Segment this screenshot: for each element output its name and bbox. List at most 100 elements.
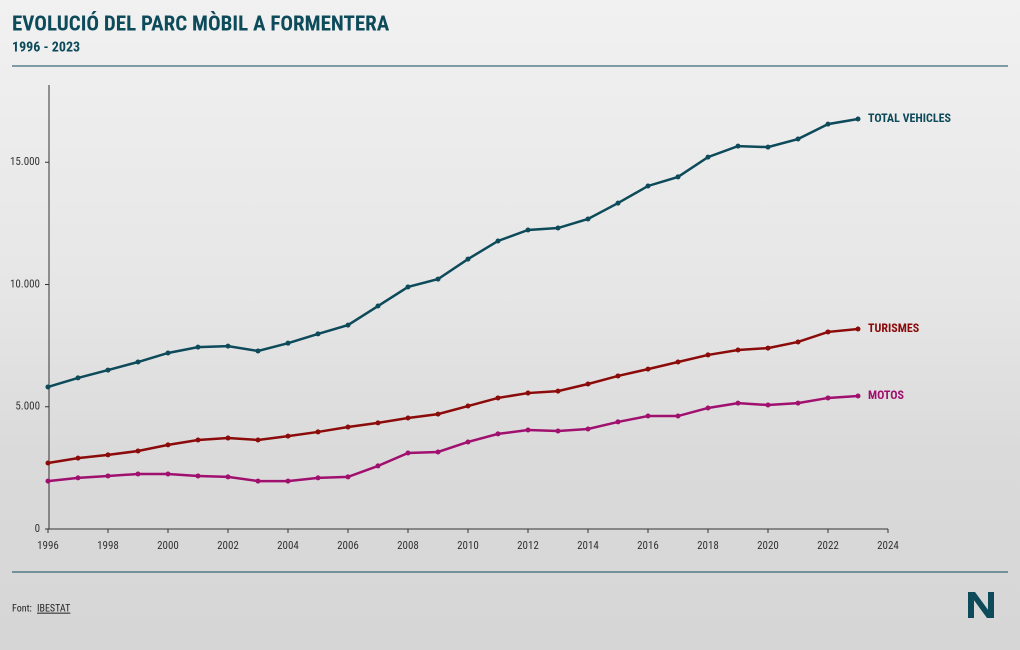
point bbox=[525, 227, 531, 233]
point bbox=[585, 426, 591, 432]
series-label: TOTAL VEHICLES bbox=[868, 111, 951, 125]
y-tick-label: 15.000 bbox=[10, 155, 40, 168]
point bbox=[615, 200, 621, 206]
point bbox=[465, 256, 471, 262]
point bbox=[795, 136, 801, 142]
point bbox=[555, 428, 561, 434]
x-tick-label: 2000 bbox=[157, 539, 179, 552]
series-label: TURISMES bbox=[868, 321, 920, 335]
point bbox=[555, 388, 561, 394]
point bbox=[195, 344, 201, 350]
point bbox=[285, 433, 291, 439]
point bbox=[645, 366, 651, 372]
series-line bbox=[47, 117, 859, 389]
point bbox=[465, 403, 471, 409]
point bbox=[825, 121, 831, 127]
point bbox=[165, 350, 171, 356]
point bbox=[645, 183, 651, 189]
x-tick-label: 2004 bbox=[277, 539, 299, 552]
x-tick-label: 1996 bbox=[37, 539, 59, 552]
point bbox=[165, 471, 171, 477]
point bbox=[75, 475, 81, 481]
point bbox=[345, 424, 351, 430]
point bbox=[795, 339, 801, 345]
point bbox=[435, 276, 441, 282]
point bbox=[375, 463, 381, 469]
point bbox=[765, 402, 771, 408]
point bbox=[225, 474, 231, 480]
point bbox=[525, 427, 531, 433]
point bbox=[495, 431, 501, 437]
point bbox=[255, 437, 261, 443]
point bbox=[675, 413, 681, 419]
point bbox=[135, 448, 141, 454]
point bbox=[45, 460, 51, 466]
point bbox=[135, 471, 141, 477]
point bbox=[405, 415, 411, 421]
point bbox=[375, 420, 381, 426]
point bbox=[225, 435, 231, 441]
point bbox=[345, 322, 351, 328]
point bbox=[75, 455, 81, 461]
point bbox=[315, 429, 321, 435]
point bbox=[165, 442, 171, 448]
point bbox=[765, 144, 771, 150]
point bbox=[705, 405, 711, 411]
chart-subtitle: 1996 - 2023 bbox=[12, 40, 80, 56]
point bbox=[225, 343, 231, 349]
x-tick-label: 2010 bbox=[457, 539, 479, 552]
point bbox=[105, 452, 111, 458]
point bbox=[435, 411, 441, 417]
point bbox=[195, 437, 201, 443]
point bbox=[285, 478, 291, 484]
x-tick-label: 2018 bbox=[697, 539, 719, 552]
point bbox=[735, 143, 741, 149]
x-tick-label: 2012 bbox=[517, 539, 539, 552]
point bbox=[465, 439, 471, 445]
x-tick-label: 2002 bbox=[217, 539, 239, 552]
point bbox=[765, 345, 771, 351]
point bbox=[615, 419, 621, 425]
point bbox=[495, 238, 501, 244]
x-tick-label: 2024 bbox=[877, 539, 899, 552]
point bbox=[585, 381, 591, 387]
point bbox=[135, 359, 141, 365]
x-tick-label: 2008 bbox=[397, 539, 419, 552]
point bbox=[255, 348, 261, 354]
point bbox=[435, 449, 441, 455]
point bbox=[825, 329, 831, 335]
point bbox=[105, 367, 111, 373]
point bbox=[705, 352, 711, 358]
series-line bbox=[47, 394, 859, 483]
point bbox=[495, 395, 501, 401]
source-prefix: Font: bbox=[12, 604, 32, 615]
logo bbox=[968, 592, 994, 618]
point bbox=[645, 413, 651, 419]
point bbox=[105, 473, 111, 479]
series-label: MOTOS bbox=[868, 388, 904, 402]
point bbox=[795, 400, 801, 406]
point bbox=[405, 284, 411, 290]
point bbox=[735, 400, 741, 406]
point bbox=[255, 478, 261, 484]
point bbox=[735, 347, 741, 353]
point bbox=[675, 359, 681, 365]
point bbox=[195, 473, 201, 479]
x-tick-label: 2016 bbox=[637, 539, 659, 552]
point bbox=[585, 216, 591, 222]
point bbox=[405, 450, 411, 456]
point bbox=[555, 225, 561, 231]
source-link[interactable]: IBESTAT bbox=[37, 604, 70, 615]
point bbox=[615, 373, 621, 379]
point bbox=[855, 393, 861, 399]
y-tick-label: 5.000 bbox=[15, 400, 40, 413]
series-line bbox=[47, 327, 859, 465]
point bbox=[375, 303, 381, 309]
point bbox=[855, 116, 861, 122]
point bbox=[825, 395, 831, 401]
point bbox=[345, 474, 351, 480]
point bbox=[315, 475, 321, 481]
x-tick-label: 2022 bbox=[817, 539, 839, 552]
